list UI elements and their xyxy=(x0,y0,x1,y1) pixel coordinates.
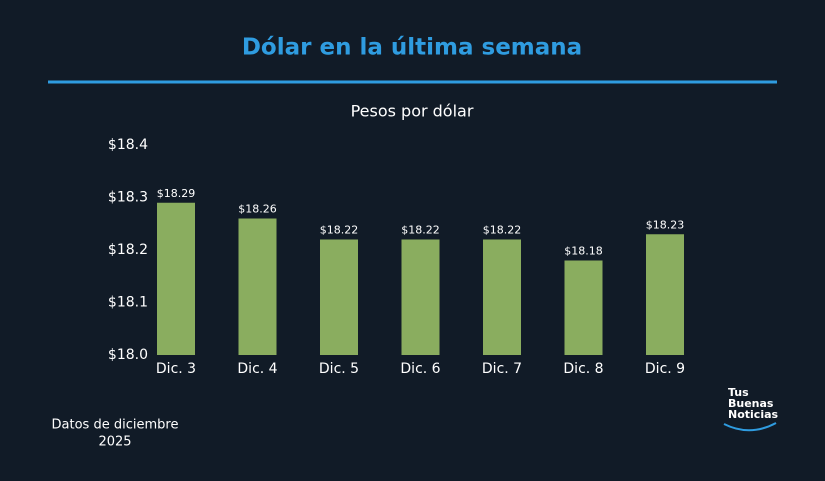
value-label: $18.29 xyxy=(157,187,196,200)
bar xyxy=(483,239,521,355)
logo-arc xyxy=(723,422,777,432)
bar xyxy=(564,260,603,355)
value-label: $18.26 xyxy=(238,203,277,216)
x-tick-label: Dic. 5 xyxy=(319,361,359,377)
bar xyxy=(646,234,684,355)
y-tick-label: $18.2 xyxy=(108,242,148,258)
x-tick-label: Dic. 3 xyxy=(156,361,196,377)
value-label: $18.18 xyxy=(564,245,603,258)
x-tick-label: Dic. 9 xyxy=(645,361,685,377)
y-tick-label: $18.1 xyxy=(108,295,148,311)
x-tick-label: Dic. 6 xyxy=(400,361,440,377)
x-tick-label: Dic. 8 xyxy=(563,361,603,377)
y-tick-label: $18.0 xyxy=(108,347,148,363)
value-label: $18.23 xyxy=(646,218,685,231)
value-label: $18.22 xyxy=(401,224,440,237)
logo-text: Buenas xyxy=(728,397,774,410)
bar xyxy=(238,218,277,355)
bar xyxy=(401,239,440,355)
x-tick-label: Dic. 4 xyxy=(237,361,277,377)
value-label: $18.22 xyxy=(320,224,359,237)
logo-text: Noticias xyxy=(728,408,779,421)
footnote: 2025 xyxy=(98,435,131,450)
footnote: Datos de diciembre xyxy=(52,418,179,433)
y-tick-label: $18.4 xyxy=(108,137,148,153)
logo-text: Tus xyxy=(728,386,749,399)
x-tick-label: Dic. 7 xyxy=(482,361,522,377)
bar xyxy=(320,239,358,355)
chart-title: Dólar en la última semana xyxy=(242,35,582,61)
y-tick-label: $18.3 xyxy=(108,190,148,206)
chart-subtitle: Pesos por dólar xyxy=(351,102,474,121)
value-label: $18.22 xyxy=(483,224,522,237)
bar xyxy=(157,202,195,355)
